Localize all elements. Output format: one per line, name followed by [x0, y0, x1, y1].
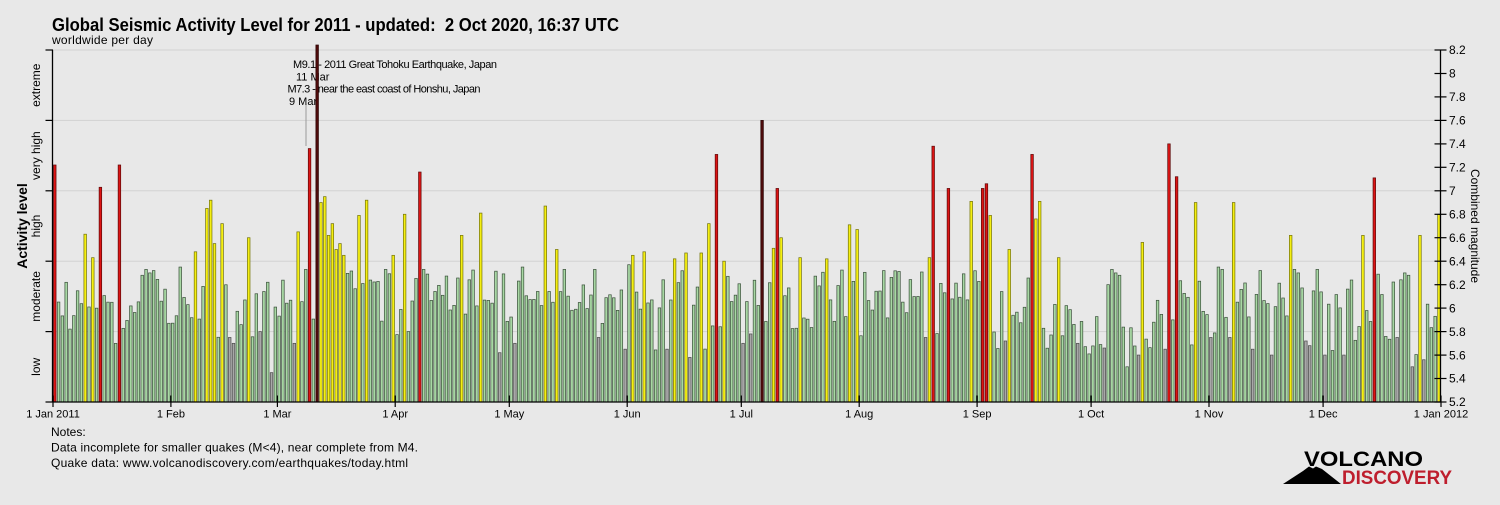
svg-text:8.2: 8.2	[1449, 43, 1466, 57]
svg-text:M7.3 - near the east coast of: M7.3 - near the east coast of Honshu, Ja…	[288, 84, 481, 96]
svg-text:Quake data: www.volcanodiscove: Quake data: www.volcanodiscovery.com/ear…	[51, 456, 408, 470]
svg-text:1 Aug: 1 Aug	[845, 408, 873, 420]
svg-text:worldwide per day: worldwide per day	[51, 33, 153, 47]
svg-text:Global Seismic Activity Level: Global Seismic Activity Level for 2011 -…	[52, 15, 619, 35]
svg-text:Combined magnitude: Combined magnitude	[1468, 169, 1482, 283]
svg-text:7.8: 7.8	[1449, 90, 1466, 104]
svg-text:1 Sep: 1 Sep	[963, 408, 992, 420]
svg-text:high: high	[29, 215, 43, 238]
svg-text:VOLCANO: VOLCANO	[1304, 447, 1423, 471]
svg-text:6.6: 6.6	[1449, 231, 1466, 245]
svg-text:7.4: 7.4	[1449, 137, 1466, 151]
svg-text:6.8: 6.8	[1449, 208, 1466, 222]
svg-text:5.8: 5.8	[1449, 325, 1466, 339]
svg-text:DISCOVERY: DISCOVERY	[1342, 467, 1452, 489]
svg-text:8: 8	[1449, 67, 1456, 81]
svg-text:low: low	[29, 357, 43, 375]
svg-text:1 Jun: 1 Jun	[614, 408, 641, 420]
svg-text:1 Jan 2012: 1 Jan 2012	[1414, 408, 1468, 420]
svg-text:1 Jan 2011: 1 Jan 2011	[26, 408, 80, 420]
svg-text:Activity level: Activity level	[14, 183, 30, 269]
svg-text:1 Feb: 1 Feb	[157, 408, 185, 420]
svg-text:5.4: 5.4	[1449, 372, 1466, 386]
svg-text:very high: very high	[29, 131, 43, 180]
svg-text:1 Oct: 1 Oct	[1078, 408, 1104, 420]
svg-text:Data incomplete for smaller qu: Data incomplete for smaller quakes (M<4)…	[51, 441, 418, 455]
svg-text:5.6: 5.6	[1449, 348, 1466, 362]
svg-text:5.2: 5.2	[1449, 395, 1466, 409]
svg-text:1 Mar: 1 Mar	[263, 408, 291, 420]
svg-text:7.6: 7.6	[1449, 114, 1466, 128]
svg-text:1 Dec: 1 Dec	[1309, 408, 1338, 420]
svg-text:moderate: moderate	[29, 271, 43, 322]
svg-text:Notes:: Notes:	[51, 425, 86, 439]
svg-text:9 Mar: 9 Mar	[289, 96, 317, 108]
svg-text:6: 6	[1449, 301, 1456, 315]
svg-text:11 Mar: 11 Mar	[296, 72, 330, 84]
svg-text:1 Apr: 1 Apr	[382, 408, 408, 420]
svg-text:1 May: 1 May	[494, 408, 524, 420]
svg-text:7: 7	[1449, 184, 1456, 198]
svg-text:M9.1 - 2011 Great Tohoku Earth: M9.1 - 2011 Great Tohoku Earthquake, Jap…	[293, 59, 497, 71]
svg-text:6.4: 6.4	[1449, 254, 1466, 268]
svg-text:1 Jul: 1 Jul	[730, 408, 753, 420]
svg-text:extreme: extreme	[29, 63, 43, 107]
svg-text:6.2: 6.2	[1449, 278, 1466, 292]
svg-text:7.2: 7.2	[1449, 161, 1466, 175]
svg-text:1 Nov: 1 Nov	[1195, 408, 1224, 420]
